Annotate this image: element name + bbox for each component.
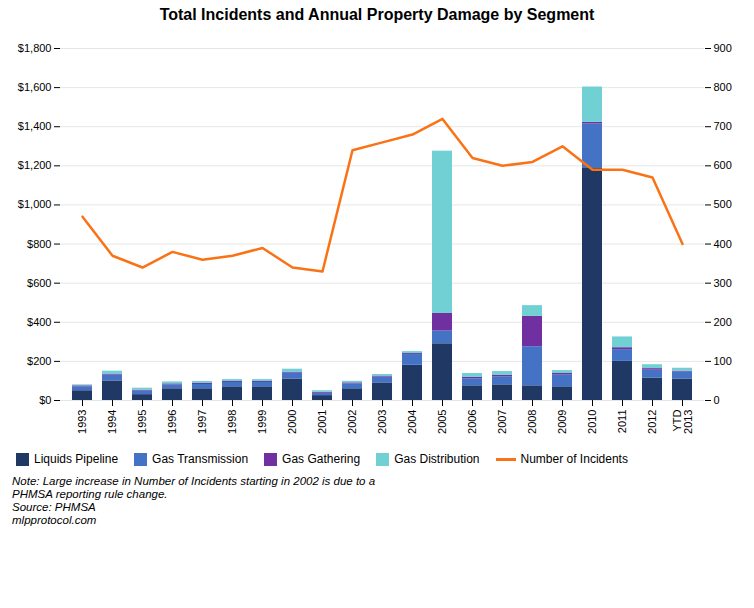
- svg-text:1999: 1999: [256, 410, 268, 434]
- svg-text:$1,000: $1,000: [18, 198, 52, 210]
- svg-text:800: 800: [714, 81, 732, 93]
- html-text:Liquids Pipeline: Liquids Pipeline: [34, 452, 119, 466]
- svg-text:2008: 2008: [526, 410, 538, 434]
- svg-text:$400: $400: [27, 316, 51, 328]
- svg-text:2000: 2000: [286, 410, 298, 434]
- svg-text:YTD2013: YTD2013: [671, 409, 694, 434]
- html-text:Note: Large increase in Number: Note: Large increase in Number of Incide…: [12, 475, 376, 487]
- svg-text:$1,600: $1,600: [18, 81, 52, 93]
- svg-text:$0: $0: [39, 394, 51, 406]
- html-text:PHMSA reporting rule change.: PHMSA reporting rule change.: [12, 488, 168, 500]
- svg-text:$1,400: $1,400: [18, 120, 52, 132]
- svg-text:$800: $800: [27, 238, 51, 250]
- svg-text:2002: 2002: [346, 410, 358, 434]
- svg-text:300: 300: [714, 277, 732, 289]
- html-text:Source: PHMSA: Source: PHMSA: [12, 501, 96, 513]
- svg-text:2012: 2012: [646, 410, 658, 434]
- svg-text:1993: 1993: [76, 410, 88, 434]
- svg-text:0: 0: [714, 394, 720, 406]
- svg-text:400: 400: [714, 238, 732, 250]
- svg-text:1997: 1997: [196, 410, 208, 434]
- svg-text:700: 700: [714, 120, 732, 132]
- svg-text:$1,200: $1,200: [18, 159, 52, 171]
- svg-text:$600: $600: [27, 277, 51, 289]
- svg-text:1998: 1998: [226, 410, 238, 434]
- svg-text:1994: 1994: [106, 410, 118, 434]
- html-text:Number of Incidents: Number of Incidents: [520, 452, 628, 466]
- svg-text:2005: 2005: [436, 410, 448, 434]
- svg-text:600: 600: [714, 159, 732, 171]
- html-text:Total Incidents and Annual Pro: Total Incidents and Annual Property Dama…: [159, 6, 595, 23]
- svg-text:200: 200: [714, 316, 732, 328]
- svg-text:100: 100: [714, 355, 732, 367]
- svg-text:500: 500: [714, 198, 732, 210]
- svg-text:1995: 1995: [136, 410, 148, 434]
- svg-text:2001: 2001: [316, 410, 328, 434]
- svg-text:900: 900: [714, 42, 732, 54]
- svg-text:2011: 2011: [616, 410, 628, 434]
- svg-text:2003: 2003: [376, 410, 388, 434]
- svg-text:2010: 2010: [586, 410, 598, 434]
- svg-text:2006: 2006: [466, 410, 478, 434]
- html-text:Gas Transmission: Gas Transmission: [152, 452, 249, 466]
- svg-text:$200: $200: [27, 355, 51, 367]
- svg-text:$1,800: $1,800: [18, 42, 52, 54]
- svg-text:2007: 2007: [496, 410, 508, 434]
- html-text:Gas Distribution: Gas Distribution: [394, 452, 480, 466]
- svg-text:2004: 2004: [406, 410, 418, 434]
- svg-text:1996: 1996: [166, 410, 178, 434]
- html-text:mlpprotocol.com: mlpprotocol.com: [12, 514, 97, 526]
- svg-text:2009: 2009: [556, 410, 568, 434]
- html-text:Gas Gathering: Gas Gathering: [282, 452, 361, 466]
